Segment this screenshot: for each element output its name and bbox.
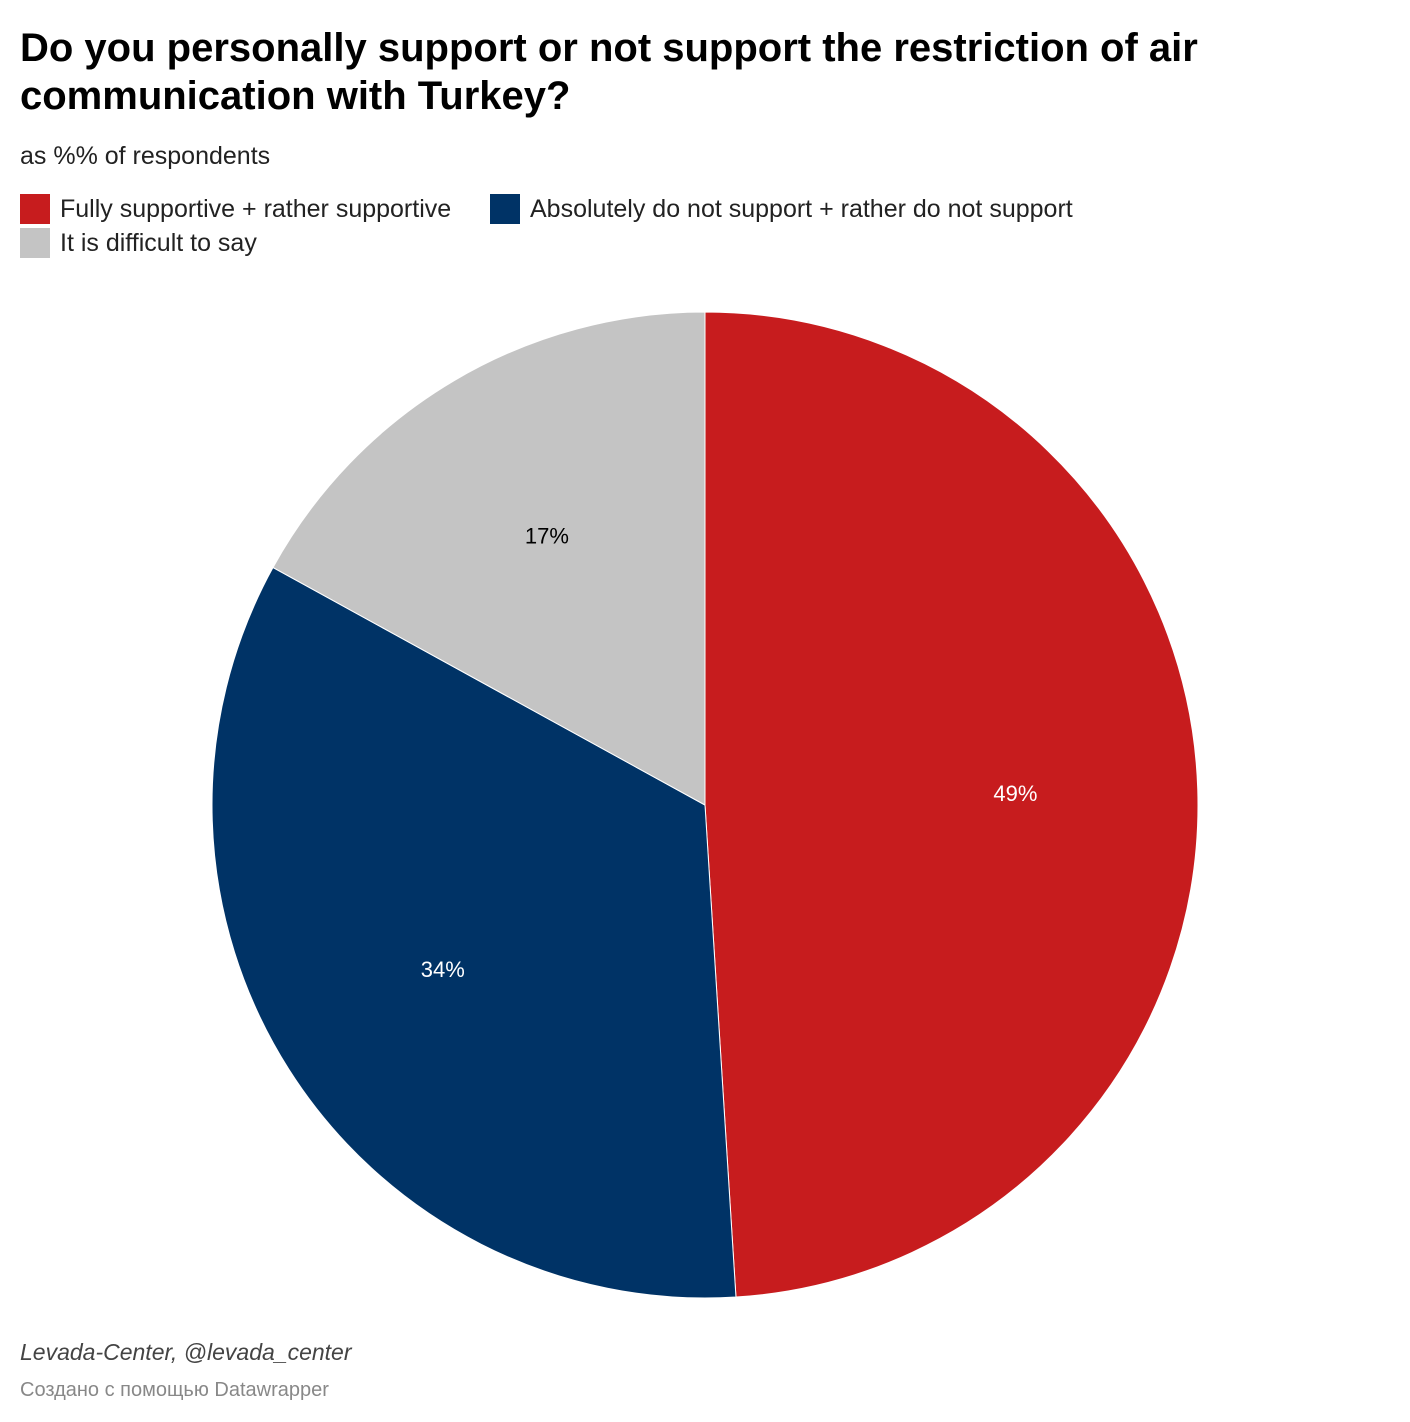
chart-subtitle: as %% of respondents xyxy=(20,142,271,170)
legend-item-difficult: It is difficult to say xyxy=(20,227,257,259)
pie-slice-difficult xyxy=(272,311,706,806)
legend-label-support: Fully supportive + rather supportive xyxy=(60,195,452,223)
legend-label-difficult: It is difficult to say xyxy=(60,229,257,257)
legend-swatch-not-support xyxy=(490,194,520,224)
source-note: Levada-Center, @levada_center xyxy=(20,1339,352,1365)
legend-item-not-support: Absolutely do not support + rather do no… xyxy=(490,193,1073,225)
credit-note: Создано с помощью Datawrapper xyxy=(20,1379,329,1401)
legend-swatch-support xyxy=(20,194,50,224)
pie-slice-support xyxy=(704,311,1199,1298)
legend-swatch-difficult xyxy=(20,228,50,258)
chart-title: Do you personally support or not support… xyxy=(20,26,1198,118)
slice-label-not-support: 34% xyxy=(421,957,465,982)
legend-item-support: Fully supportive + rather supportive xyxy=(20,193,451,225)
legend-label-not-support: Absolutely do not support + rather do no… xyxy=(530,195,1073,223)
pie-chart: 49% 34% 17% xyxy=(211,311,1199,1299)
slice-label-difficult: 17% xyxy=(525,523,569,548)
slice-label-support: 49% xyxy=(993,781,1037,806)
